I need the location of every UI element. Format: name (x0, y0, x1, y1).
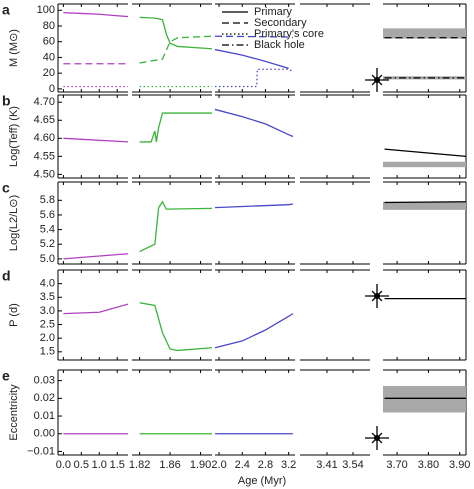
supernova-symbol (365, 426, 389, 450)
x-tick-label: 1.0 (92, 459, 107, 471)
supernova-symbol (365, 68, 389, 92)
supernova-symbol (365, 284, 389, 308)
series-line (214, 48, 289, 70)
y-tick-label: 0 (49, 83, 55, 95)
y-axis-label: Log(L2/L⊙) (8, 195, 20, 251)
series-line (139, 112, 212, 143)
y-tick-label: 1.5 (40, 346, 55, 358)
y-axis-label: P (d) (8, 303, 20, 327)
supernova-core (374, 435, 380, 441)
x-tick-label: 2.0 (211, 459, 226, 471)
y-tick-label: 40 (43, 51, 55, 63)
x-axis-label: Age (Myr) (238, 475, 286, 487)
series-line (63, 137, 129, 143)
y-tick-label: 2.0 (40, 332, 55, 344)
x-tick-label: 0.0 (56, 459, 71, 471)
legend-label: Secondary (254, 17, 307, 29)
x-tick-label: 1.5 (110, 459, 125, 471)
y-tick-label: 2.5 (40, 318, 55, 330)
panel-letter: a (2, 2, 10, 18)
observed-range (383, 201, 466, 210)
y-tick-label: 20 (43, 67, 55, 79)
y-tick-label: 0.02 (34, 392, 55, 404)
y-tick-label: 80 (43, 20, 55, 32)
observed-range (383, 28, 466, 39)
y-tick-label: 5.0 (40, 253, 55, 265)
x-tick-label: 0.5 (74, 459, 89, 471)
supernova-core (374, 77, 380, 83)
y-tick-label: 0.01 (34, 410, 55, 422)
y-tick-label: 0.03 (34, 375, 55, 387)
y-axis-label: M (M⊙) (8, 29, 20, 67)
y-axis-label: Log(Teff) (K) (8, 106, 20, 167)
y-tick-label: 60 (43, 36, 55, 48)
x-tick-label: 2.8 (258, 459, 273, 471)
series-line (139, 200, 213, 253)
series-line (214, 313, 294, 349)
observed-range (383, 161, 466, 168)
x-tick-label: 3.70 (386, 459, 407, 471)
series-line (214, 108, 294, 138)
series-line (214, 203, 294, 209)
series-line (384, 148, 467, 157)
series-line (139, 35, 213, 64)
y-tick-label: 5.6 (40, 209, 55, 221)
supernova-core (374, 293, 380, 299)
x-tick-label: 1.90 (190, 459, 211, 471)
x-tick-label: 2.4 (235, 459, 250, 471)
y-tick-label: 4.70 (34, 96, 55, 108)
series-line (63, 11, 129, 18)
y-tick-label: 4.65 (34, 114, 55, 126)
series-line (139, 302, 213, 352)
series-line (139, 16, 213, 50)
legend-label: Black hole (254, 39, 305, 51)
x-tick-label: 3.41 (316, 459, 337, 471)
legend-label: Primary's core (254, 28, 324, 40)
y-tick-label: 100 (37, 4, 55, 16)
x-tick-label: 3.80 (418, 459, 439, 471)
y-tick-label: 5.8 (40, 194, 55, 206)
y-tick-label: 3.5 (40, 291, 55, 303)
y-tick-label: 0.00 (34, 428, 55, 440)
series-line (384, 201, 467, 204)
panel-letter: b (2, 93, 11, 109)
panel-letter: e (2, 368, 10, 384)
y-tick-label: 4.55 (34, 150, 55, 162)
y-tick-label: 5.2 (40, 238, 55, 250)
y-axis-label: Eccentricity (8, 384, 20, 441)
y-tick-label: 4.0 (40, 278, 55, 290)
x-tick-label: 3.54 (342, 459, 363, 471)
y-tick-label: 5.4 (40, 223, 55, 235)
panel-letter: d (2, 268, 11, 284)
x-tick-label: 3.2 (281, 459, 296, 471)
series-line (63, 253, 129, 260)
x-tick-label: 1.86 (159, 459, 180, 471)
y-tick-label: 3.0 (40, 305, 55, 317)
x-tick-label: 1.82 (129, 459, 150, 471)
y-tick-label: −0.01 (27, 445, 55, 457)
panel-letter: c (2, 180, 10, 196)
legend-label: Primary (254, 6, 292, 18)
y-tick-label: 4.60 (34, 132, 55, 144)
y-tick-label: 4.50 (34, 168, 55, 180)
observed-range (383, 385, 466, 413)
series-line (215, 68, 294, 88)
series-line (214, 35, 294, 39)
x-tick-label: 3.90 (449, 459, 470, 471)
series-line (63, 303, 129, 315)
